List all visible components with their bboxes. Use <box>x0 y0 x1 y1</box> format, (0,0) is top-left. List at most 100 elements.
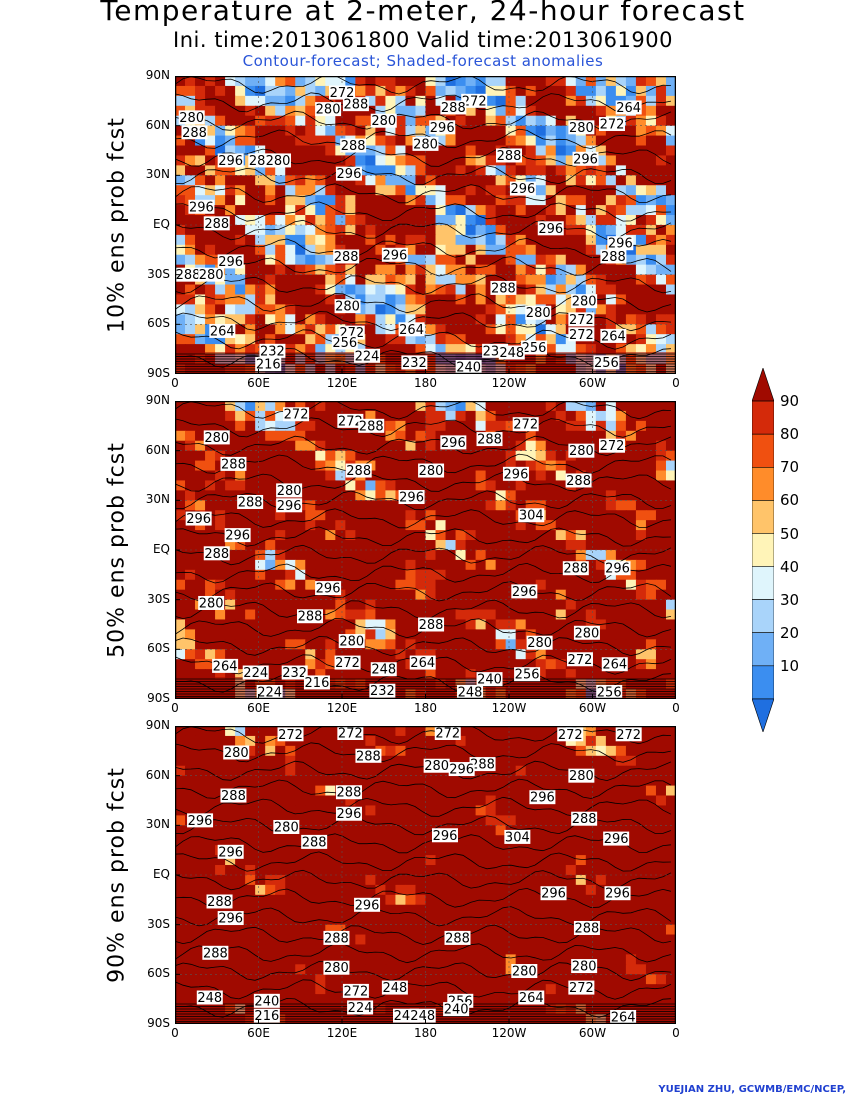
heat-cell <box>495 401 507 412</box>
heat-cell <box>615 994 627 1005</box>
heat-cell <box>435 579 447 591</box>
heat-cell <box>455 205 467 216</box>
heat-cell <box>665 264 676 276</box>
heat-cell <box>495 994 507 1005</box>
heat-cell <box>595 85 607 97</box>
heat-cell <box>335 510 346 521</box>
heat-cell <box>545 135 557 147</box>
heat-cell <box>495 884 507 896</box>
heat-cell <box>655 500 667 511</box>
contour-label-box <box>568 312 595 327</box>
heat-cell <box>455 185 467 196</box>
heat-cell <box>405 401 417 412</box>
heat-cell <box>515 559 527 571</box>
contour-label: 264 <box>601 329 626 344</box>
heat-cell <box>455 135 467 147</box>
heat-cell <box>565 500 577 511</box>
heat-cell <box>265 76 276 87</box>
heat-cell <box>635 569 647 581</box>
heat-cell <box>515 520 527 531</box>
heat-cell <box>255 599 266 611</box>
heat-cell <box>655 205 667 216</box>
heat-cell <box>525 460 537 472</box>
heat-cell <box>245 205 256 216</box>
heat-cell <box>335 904 346 916</box>
heat-cell <box>435 944 447 955</box>
heat-cell <box>185 795 196 807</box>
heat-cell <box>445 244 457 256</box>
heat-cell <box>455 559 467 571</box>
heat-cell <box>405 420 417 432</box>
heat-cell <box>205 115 216 127</box>
heat-cell <box>315 785 326 797</box>
heat-cell <box>545 549 557 561</box>
heat-cell <box>375 609 387 621</box>
heat-cell <box>415 549 427 561</box>
heat-cell <box>235 324 246 335</box>
heat-cell <box>455 145 467 157</box>
heat-cell <box>505 294 517 305</box>
heat-cell <box>455 450 467 462</box>
heat-cell <box>245 825 256 836</box>
heat-cell <box>605 924 617 936</box>
heat-cell <box>405 815 417 826</box>
heat-cell <box>265 244 276 256</box>
contour-label-box <box>566 652 593 667</box>
heat-cell <box>185 324 196 335</box>
heat-cell <box>415 420 427 432</box>
contour-line <box>175 726 672 745</box>
contour-label: 240 <box>456 361 481 375</box>
heat-cell <box>615 510 627 521</box>
heat-cell <box>565 669 577 680</box>
heat-cell <box>225 165 236 176</box>
heat-cell <box>355 669 366 680</box>
heat-cell <box>215 95 226 107</box>
heat-cell <box>215 450 226 462</box>
heat-cell <box>405 205 417 216</box>
heat-cell <box>535 401 547 412</box>
heat-cell <box>515 845 527 856</box>
heat-cell <box>375 470 387 482</box>
contour-label-box <box>457 685 484 699</box>
heat-cell <box>495 510 507 521</box>
heat-cell <box>645 745 657 757</box>
heat-cell <box>265 765 276 777</box>
heat-cell <box>315 765 326 777</box>
heat-cell <box>615 649 627 660</box>
heat-cell <box>635 924 647 936</box>
heat-cell <box>335 609 346 621</box>
heat-cell <box>605 215 617 226</box>
heat-cell <box>255 105 266 117</box>
heat-cell <box>395 530 407 541</box>
heat-cell <box>235 215 246 226</box>
heat-cell <box>515 609 527 621</box>
heat-cell <box>405 314 417 325</box>
heat-cell <box>225 599 236 611</box>
heat-cell <box>535 609 547 621</box>
heat-cell <box>405 755 417 767</box>
heat-cell <box>345 745 356 757</box>
heat-cell <box>575 95 587 107</box>
heat-cell <box>255 430 266 442</box>
heat-cell <box>205 755 216 767</box>
heat-cell <box>545 420 557 432</box>
heat-cell <box>505 924 517 936</box>
heat-cell <box>445 401 457 412</box>
heat-cell <box>385 825 397 836</box>
heat-cell <box>355 264 366 276</box>
heat-cell <box>645 954 657 965</box>
contour-label: 296 <box>189 200 214 215</box>
heat-cell <box>315 619 326 630</box>
heat-cell <box>595 284 607 296</box>
contour-label-box <box>315 581 342 596</box>
heat-cell <box>335 490 346 501</box>
heat-cell <box>545 95 557 107</box>
contour-label: 272 <box>338 414 363 429</box>
heat-cell <box>255 76 266 87</box>
heat-cell <box>475 619 487 630</box>
heat-cell <box>545 105 557 117</box>
heat-cell <box>235 410 246 422</box>
heat-cell <box>205 401 216 412</box>
contour-label: 288 <box>566 474 591 489</box>
heat-cell <box>665 304 676 315</box>
